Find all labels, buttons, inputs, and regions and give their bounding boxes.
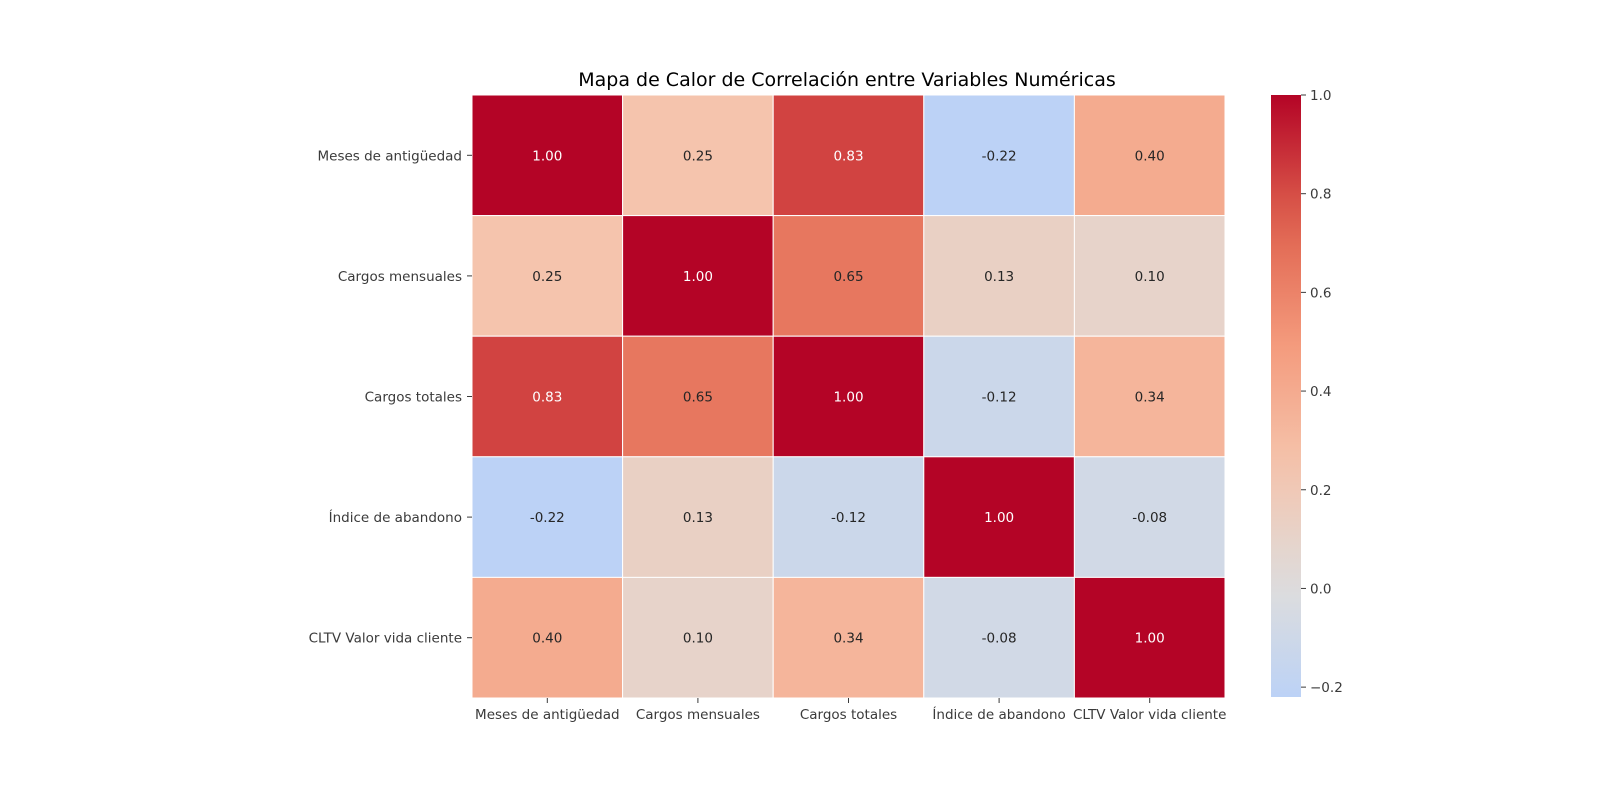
cell-value-label: 1.00: [683, 269, 713, 285]
heatmap-cell: [1073, 94, 1226, 217]
cell-value-label: 0.10: [1135, 269, 1165, 285]
cell-value-label: -0.08: [982, 631, 1017, 647]
heatmap-cell: [772, 456, 925, 578]
cell-value-label: 0.40: [532, 631, 562, 647]
row-tick-label: Índice de abandono: [329, 509, 462, 526]
cell-value-label: -0.12: [982, 390, 1017, 406]
cell-value-label: 0.65: [833, 269, 863, 285]
heatmap-cell: [772, 94, 925, 217]
cell-value-label: 1.00: [1135, 631, 1165, 647]
cell-value-label: -0.08: [1132, 510, 1167, 526]
cell-value-label: 0.25: [532, 269, 562, 285]
colorbar: −0.2 0.0 0.2 0.4 0.6 0.8 1.0: [1271, 88, 1343, 697]
heatmap-cell: [1073, 335, 1226, 458]
cell-value-label: 1.00: [984, 510, 1014, 526]
cell-value-label: 1.00: [532, 148, 562, 164]
col-tick-label: Cargos mensuales: [636, 707, 760, 723]
colorbar-tick-label: 0.0: [1310, 581, 1331, 597]
colorbar-tick-label: 1.0: [1310, 88, 1331, 104]
colorbar-tick-label: 0.4: [1310, 384, 1331, 400]
row-tick-labels: Meses de antigüedad Cargos mensuales Cargo…: [309, 148, 472, 647]
cell-value-label: 0.83: [532, 390, 562, 406]
heatmap-cell: [622, 335, 774, 458]
heatmap-cells: 1.00 0.25 0.83 -0.22 0.40 0.25 1.00 0.65 0.13 0.1…: [471, 94, 1226, 699]
col-tick-labels: Meses de antigüedad Cargos mensuales Cargo…: [475, 698, 1226, 723]
cell-value-label: 1.00: [833, 390, 863, 406]
col-tick-label: CLTV Valor vida cliente: [1073, 707, 1226, 723]
cell-value-label: -0.22: [982, 148, 1017, 164]
heatmap-cell: [923, 456, 1075, 578]
cell-value-label: 0.83: [833, 148, 863, 164]
col-tick-label: Índice de abandono: [932, 706, 1065, 723]
heatmap-cell: [772, 335, 925, 458]
heatmap-cell: [1073, 215, 1226, 337]
col-tick-label: Cargos totales: [800, 707, 897, 723]
row-tick-label: Cargos totales: [365, 390, 462, 406]
cell-value-label: 0.10: [683, 631, 713, 647]
heatmap-cell: [1073, 456, 1226, 578]
cell-value-label: 0.65: [683, 390, 713, 406]
heatmap-cell: [622, 456, 774, 578]
colorbar-tick-label: 0.2: [1310, 483, 1331, 499]
heatmap-cell: [471, 576, 624, 699]
row-tick-label: Cargos mensuales: [338, 269, 462, 285]
heatmap-cell: [471, 215, 624, 337]
heatmap-cell: [772, 215, 925, 337]
colorbar-tick-label: 0.8: [1310, 187, 1331, 203]
heatmap-cell: [1073, 576, 1226, 699]
heatmap-cell: [471, 94, 624, 217]
cell-value-label: 0.34: [833, 631, 863, 647]
chart-title: Mapa de Calor de Correlación entre Varia…: [578, 69, 1116, 91]
colorbar-gradient: [1271, 95, 1301, 697]
row-tick-label: CLTV Valor vida cliente: [309, 631, 462, 647]
row-tick-label: Meses de antigüedad: [318, 148, 463, 164]
cell-value-label: 0.13: [683, 510, 713, 526]
cell-value-label: 0.40: [1135, 148, 1165, 164]
cell-value-label: 0.34: [1135, 390, 1165, 406]
cell-value-label: 0.25: [683, 148, 713, 164]
heatmap-cell: [923, 335, 1075, 458]
cell-value-label: 0.13: [984, 269, 1014, 285]
heatmap-cell: [622, 576, 774, 699]
cell-value-label: -0.22: [530, 510, 565, 526]
cell-value-label: -0.12: [831, 510, 866, 526]
colorbar-tick-label: −0.2: [1310, 680, 1343, 696]
heatmap-cell: [923, 94, 1075, 217]
heatmap-cell: [622, 94, 774, 217]
heatmap-cell: [772, 576, 925, 699]
col-tick-label: Meses de antigüedad: [475, 707, 620, 723]
colorbar-tick-label: 0.6: [1310, 285, 1331, 301]
